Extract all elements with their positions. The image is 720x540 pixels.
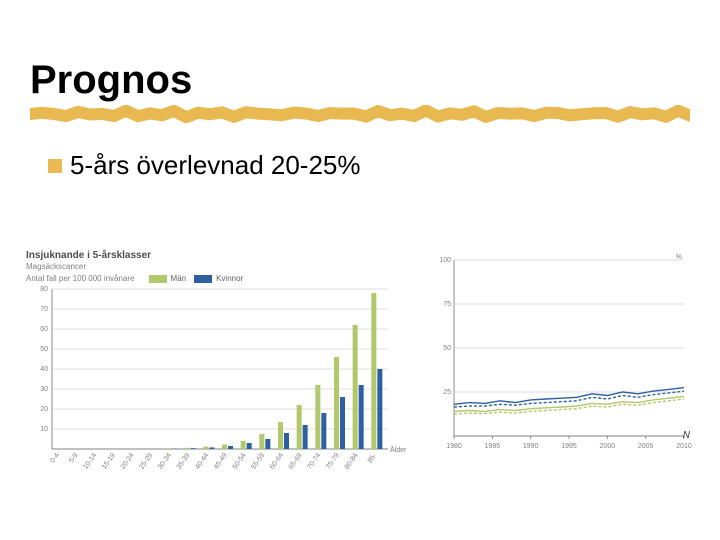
svg-text:45-49: 45-49: [213, 452, 229, 471]
svg-text:60-64: 60-64: [269, 452, 285, 471]
svg-text:10: 10: [40, 426, 48, 433]
svg-text:Ålder: Ålder: [390, 445, 407, 454]
svg-text:2010: 2010: [676, 443, 692, 450]
left-chart-subtitle: Magsäckscancer: [26, 262, 418, 271]
svg-text:5-9: 5-9: [68, 452, 80, 464]
legend-swatch-women: [194, 275, 212, 283]
legend-swatch-men: [149, 275, 167, 283]
legend-label-women: Kvinnor: [216, 274, 243, 283]
svg-text:40: 40: [40, 366, 48, 373]
svg-text:75-79: 75-79: [325, 452, 341, 471]
bullet-icon: [48, 159, 62, 173]
svg-text:40-44: 40-44: [194, 452, 210, 471]
svg-text:70-74: 70-74: [306, 452, 322, 471]
svg-text:0-4: 0-4: [49, 452, 61, 464]
svg-text:50: 50: [40, 346, 48, 353]
svg-text:60: 60: [40, 326, 48, 333]
svg-text:80-84: 80-84: [344, 452, 360, 471]
svg-text:20: 20: [40, 406, 48, 413]
left-chart-legend: Män Kvinnor: [149, 274, 244, 283]
svg-text:1995: 1995: [561, 443, 577, 450]
svg-text:20-24: 20-24: [120, 452, 136, 471]
svg-text:%: %: [676, 254, 682, 261]
svg-text:2000: 2000: [600, 443, 616, 450]
svg-text:10-14: 10-14: [82, 452, 98, 471]
svg-text:30-34: 30-34: [157, 452, 173, 471]
svg-text:65-69: 65-69: [288, 452, 304, 471]
svg-text:100: 100: [439, 257, 451, 264]
svg-text:30: 30: [40, 386, 48, 393]
left-chart: Insjuknande i 5-årsklasser Magsäckscance…: [26, 250, 418, 490]
svg-text:70: 70: [40, 306, 48, 313]
svg-text:25-29: 25-29: [138, 452, 154, 471]
left-chart-ylabel: Antal fall per 100 000 invånare: [26, 274, 135, 283]
svg-text:75: 75: [443, 301, 451, 308]
svg-text:85-: 85-: [367, 452, 379, 465]
left-chart-svg: 10 20 30 40 50 60 70 80 0-4 5-910-1415-1920-2425-…: [26, 285, 418, 485]
svg-text:80: 80: [40, 286, 48, 293]
legend-label-men: Män: [171, 274, 187, 283]
slide-title: Prognos: [30, 58, 690, 103]
svg-text:55-59: 55-59: [250, 452, 266, 471]
svg-text:N: N: [683, 430, 691, 441]
svg-text:1980: 1980: [446, 443, 462, 450]
svg-text:2005: 2005: [638, 443, 654, 450]
svg-text:50-54: 50-54: [232, 452, 248, 471]
svg-text:35-39: 35-39: [176, 452, 192, 471]
svg-text:15-19: 15-19: [101, 452, 117, 471]
right-chart: 25 50 75 100% 1980 1985 1990 1995 2000 2005 2010 N: [432, 250, 694, 490]
bullet-text: 5-års överlevnad 20-25%: [70, 150, 361, 181]
svg-text:50: 50: [443, 345, 451, 352]
svg-text:1985: 1985: [485, 443, 501, 450]
right-chart-svg: 25 50 75 100% 1980 1985 1990 1995 2000 2005 2010 N: [432, 250, 694, 478]
svg-text:25: 25: [443, 389, 451, 396]
svg-text:1990: 1990: [523, 443, 539, 450]
left-chart-title: Insjuknande i 5-årsklasser: [26, 250, 418, 261]
title-underline: [30, 105, 690, 123]
